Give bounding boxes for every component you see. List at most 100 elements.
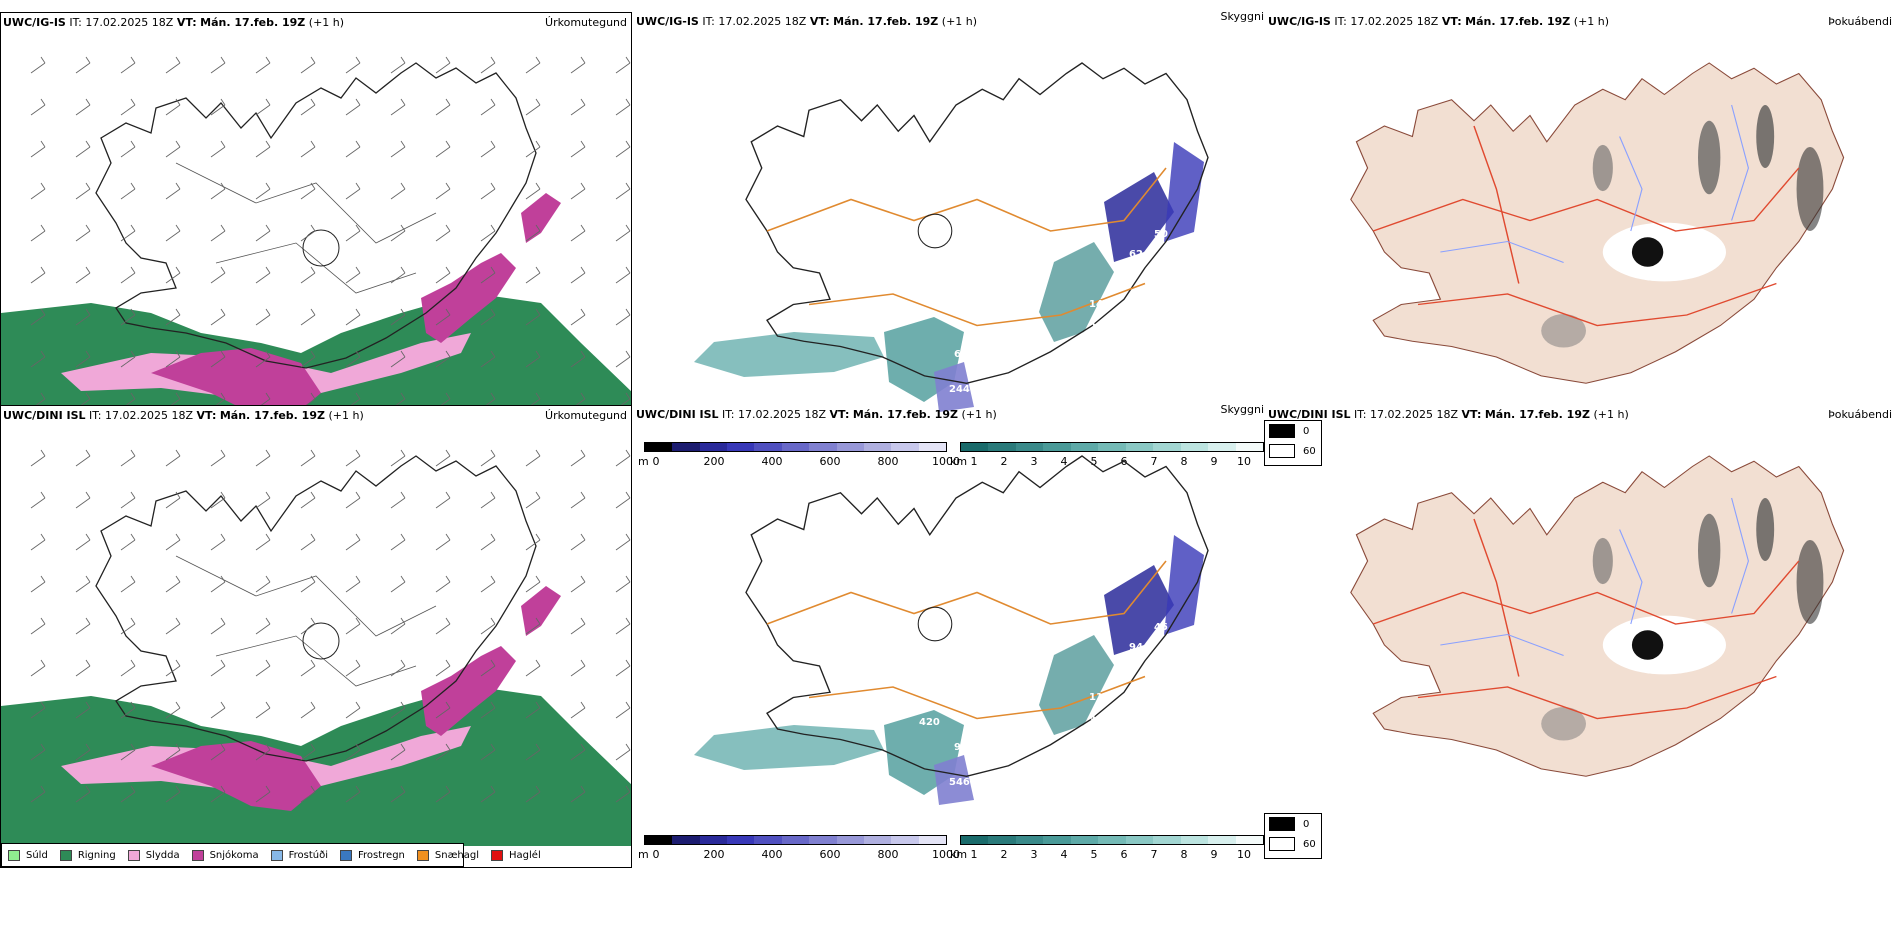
wind-barb [390, 140, 406, 158]
wind-barb [210, 743, 226, 761]
low-visibility-area [1039, 242, 1114, 342]
wind-barb [570, 617, 586, 635]
wind-barb [75, 575, 91, 593]
wind-barb [120, 575, 136, 593]
model-name: UWC/IG-IS [636, 15, 699, 28]
wind-barb [255, 140, 271, 158]
wind-barb [525, 224, 541, 242]
wind-barb [30, 56, 46, 74]
low-visibility-area [694, 725, 884, 770]
snow-area-west [151, 741, 321, 811]
wind-barb [30, 140, 46, 158]
island-outline [95, 62, 537, 369]
wind-barb [75, 140, 91, 158]
wind-barb [120, 350, 136, 368]
ceiling-unit: m [638, 848, 649, 861]
visibility-tick: 5 [1090, 455, 1098, 468]
wind-barb [300, 617, 316, 635]
wind-barb [255, 449, 271, 467]
colorbar-segment [781, 836, 810, 844]
ceiling-value-label: 546 [949, 777, 970, 788]
wind-barb [120, 785, 136, 803]
precip-type-panel: UWC/DINI ISL IT: 17.02.2025 18Z VT: Mán.… [0, 405, 632, 868]
legend-item: Snjókoma [191, 849, 259, 861]
wind-barb [75, 533, 91, 551]
colorbar-segment [699, 836, 728, 844]
visibility-ticks: km 1 2 3 4 5 6 7 8 9 10 [946, 848, 1264, 862]
wind-barb [120, 224, 136, 242]
legend-swatch [340, 849, 352, 861]
colorbar-segment [988, 836, 1016, 844]
wind-barb [300, 533, 316, 551]
wind-barb [480, 449, 496, 467]
island-outline [745, 455, 1209, 777]
visibility-tick: 1 [970, 848, 978, 861]
wind-barb [255, 350, 271, 368]
wind-barb [570, 785, 586, 803]
legend-swatch [127, 849, 140, 861]
ceiling-tick: 400 [761, 455, 783, 468]
wind-barb [75, 449, 91, 467]
visibility-panel: UWC/DINI ISL IT: 17.02.2025 18Z VT: Mán.… [634, 405, 1264, 868]
colorbar-segment [645, 443, 673, 451]
wind-barb [615, 308, 631, 326]
wind-barb [480, 617, 496, 635]
glacier-outline [917, 213, 953, 249]
visibility-tick: 1 [970, 455, 978, 468]
ceiling-tick: 0 [652, 848, 660, 861]
ceiling-value-label: 244 [949, 384, 970, 395]
vt-label: VT: [1441, 15, 1462, 28]
wind-barb [75, 56, 91, 74]
colorbar-segment [1098, 836, 1126, 844]
wind-barb [390, 701, 406, 719]
wind-barb [75, 659, 91, 677]
fog-dense-spot [1541, 313, 1586, 348]
panel-title: Skyggni [1220, 12, 1264, 23]
wind-barb [525, 785, 541, 803]
legend-label: Haglél [509, 849, 541, 861]
wind-barb [210, 308, 226, 326]
wind-barb [30, 575, 46, 593]
wind-barb [75, 182, 91, 200]
wind-barb [210, 266, 226, 284]
wind-barb [210, 575, 226, 593]
ceiling-tick: 1000 [932, 848, 960, 861]
wind-barb [345, 575, 361, 593]
legend-label: Snjókoma [209, 849, 259, 861]
island-outline [745, 62, 1209, 384]
wind-barb [525, 308, 541, 326]
wind-barb [120, 743, 136, 761]
colorbar-segment [1235, 443, 1263, 451]
wind-barb [570, 224, 586, 242]
legend-swatch [491, 849, 504, 861]
panel-header: UWC/IG-IS IT: 17.02.2025 18Z VT: Mán. 17… [1268, 15, 1609, 28]
wind-barb [615, 617, 631, 635]
legend-item: Rigning [59, 849, 116, 861]
wind-barb [30, 449, 46, 467]
fog-legend-swatch [1269, 817, 1295, 831]
wind-barb [480, 533, 496, 551]
wind-barb [300, 182, 316, 200]
wind-barb [390, 491, 406, 509]
wind-barb [120, 617, 136, 635]
wind-barb [570, 743, 586, 761]
low-visibility-area [694, 332, 884, 377]
wind-barb [165, 785, 181, 803]
wind-barb [165, 350, 181, 368]
wind-barb [570, 449, 586, 467]
wind-barb [435, 266, 451, 284]
colorbar-segment [1125, 443, 1154, 451]
wind-barb [615, 575, 631, 593]
visibility-tick: 9 [1210, 848, 1218, 861]
visibility-tick: 6 [1120, 848, 1128, 861]
fog-dense-spot [1631, 237, 1664, 267]
road-lines [175, 162, 437, 294]
wind-barb [120, 266, 136, 284]
wind-barb [615, 449, 631, 467]
legend-label: Frostúði [288, 849, 328, 861]
wind-barb [615, 224, 631, 242]
wind-barb [480, 743, 496, 761]
wind-barb [75, 617, 91, 635]
wind-barb [120, 659, 136, 677]
visibility-map: 13 18 62 50 148 290 62 244 [694, 62, 1209, 412]
